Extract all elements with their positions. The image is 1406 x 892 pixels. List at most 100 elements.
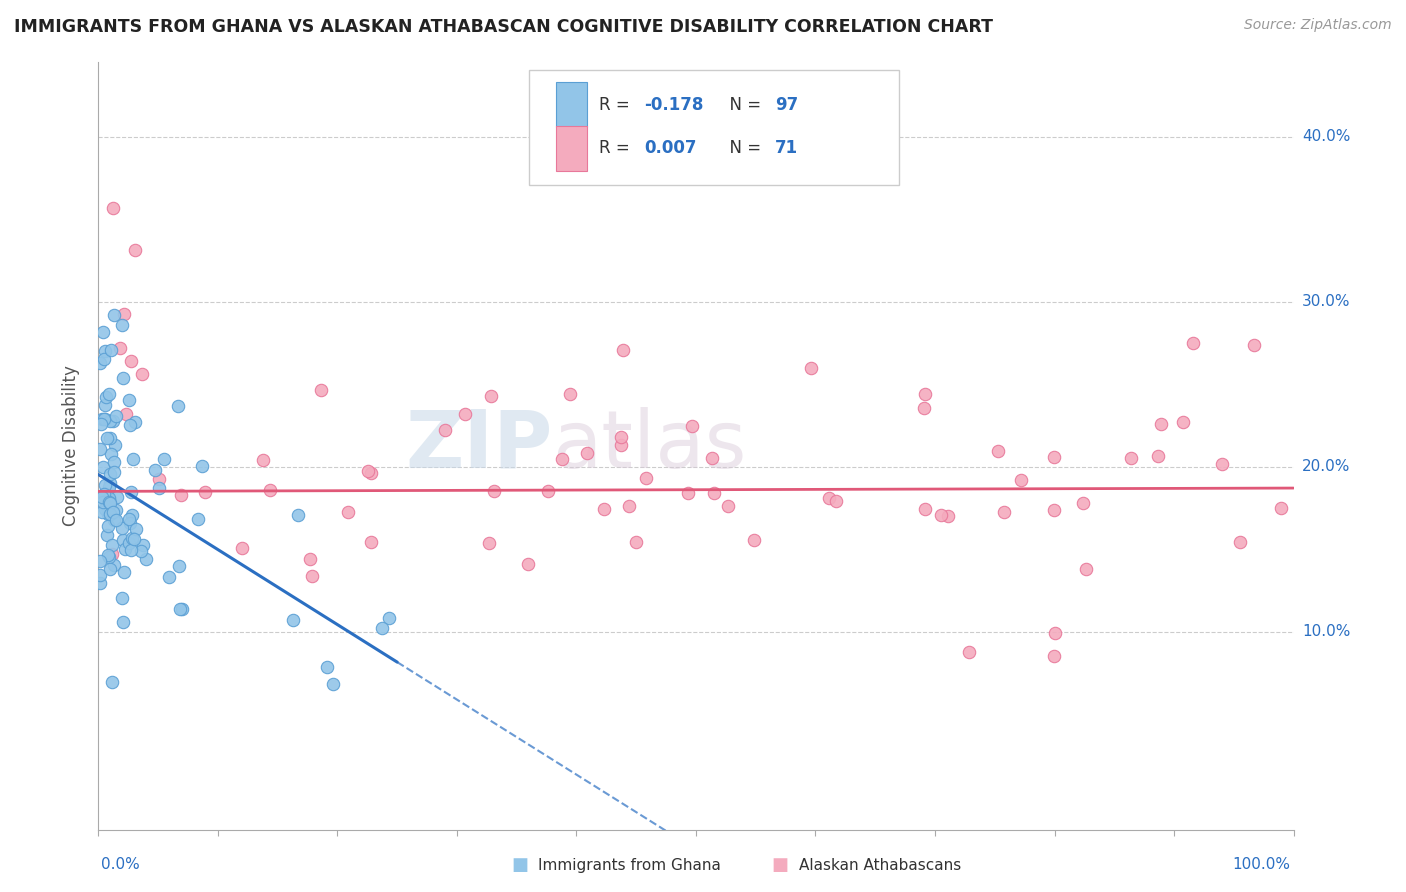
Point [575, 446, 598, 460]
Point [1211, 457, 1233, 471]
Text: 30.0%: 30.0% [1302, 294, 1350, 310]
Point [309, 383, 332, 397]
Point [124, 415, 146, 429]
Point [371, 621, 394, 635]
Text: IMMIGRANTS FROM GHANA VS ALASKAN ATHABASCAN COGNITIVE DISABILITY CORRELATION CHA: IMMIGRANTS FROM GHANA VS ALASKAN ATHABAS… [14, 18, 993, 36]
Point [131, 367, 153, 381]
Point [148, 472, 170, 486]
Point [187, 511, 209, 525]
Point [94, 501, 117, 516]
Point [118, 512, 141, 526]
Point [231, 541, 253, 555]
Point [433, 423, 456, 437]
Point [104, 502, 127, 516]
Point [298, 552, 321, 566]
Point [742, 533, 765, 548]
Point [96, 549, 118, 563]
Point [1045, 625, 1067, 640]
Y-axis label: Cognitive Disability: Cognitive Disability [62, 366, 80, 526]
Point [97, 507, 120, 521]
Point [825, 493, 848, 508]
Point [98, 467, 121, 481]
Point [166, 400, 188, 414]
Point [90, 490, 112, 504]
Point [89, 554, 111, 568]
Point [100, 447, 122, 461]
Point [1150, 417, 1173, 432]
Point [322, 677, 344, 691]
Point [90, 505, 112, 519]
Text: Immigrants from Ghana: Immigrants from Ghana [538, 858, 721, 872]
Point [283, 614, 305, 628]
Point [135, 552, 157, 566]
Point [914, 387, 936, 401]
Point [103, 513, 125, 527]
Point [111, 533, 134, 548]
Point [191, 458, 214, 473]
Point [89, 576, 111, 591]
Point [454, 407, 477, 421]
Point [624, 534, 647, 549]
Point [987, 444, 1010, 458]
Point [1010, 473, 1032, 487]
Point [1071, 496, 1094, 510]
Point [1270, 501, 1292, 516]
Point [818, 491, 841, 505]
Point [360, 466, 382, 480]
Point [517, 558, 540, 572]
Point [169, 602, 191, 616]
Point [98, 480, 121, 494]
Point [360, 534, 382, 549]
Point [103, 465, 125, 479]
Text: 40.0%: 40.0% [1302, 129, 1350, 145]
Point [482, 483, 505, 498]
Text: ■: ■ [512, 856, 529, 874]
Point [98, 495, 121, 509]
Point [98, 496, 121, 510]
Point [132, 538, 155, 552]
Point [100, 547, 122, 561]
Point [676, 486, 699, 500]
Point [636, 471, 658, 485]
Point [172, 602, 194, 616]
Point [912, 401, 935, 415]
Point [170, 488, 193, 502]
Point [157, 570, 180, 584]
Text: Source: ZipAtlas.com: Source: ZipAtlas.com [1244, 18, 1392, 32]
Point [98, 508, 121, 522]
Point [336, 505, 359, 519]
Point [129, 544, 152, 558]
Text: 71: 71 [775, 139, 799, 157]
Point [103, 504, 125, 518]
Text: N =: N = [718, 139, 766, 157]
Point [612, 343, 634, 358]
Point [120, 418, 142, 433]
Point [98, 494, 121, 508]
FancyBboxPatch shape [529, 70, 900, 186]
Point [93, 412, 115, 426]
Point [112, 307, 135, 321]
Point [703, 486, 725, 500]
FancyBboxPatch shape [557, 82, 588, 128]
Point [124, 532, 146, 546]
Point [114, 541, 136, 556]
Point [717, 499, 740, 513]
Text: ZIP: ZIP [405, 407, 553, 485]
Point [167, 558, 190, 573]
Text: R =: R = [599, 139, 636, 157]
Point [105, 512, 128, 526]
Point [1173, 415, 1195, 429]
Point [800, 360, 823, 375]
Point [111, 591, 134, 606]
Point [118, 516, 141, 530]
Point [97, 491, 120, 506]
Point [105, 490, 128, 504]
Point [97, 387, 120, 401]
Point [1243, 338, 1265, 352]
Point [148, 481, 170, 495]
Point [259, 483, 281, 497]
Point [1043, 648, 1066, 663]
Point [700, 450, 723, 465]
Point [96, 431, 118, 445]
Point [98, 431, 121, 445]
